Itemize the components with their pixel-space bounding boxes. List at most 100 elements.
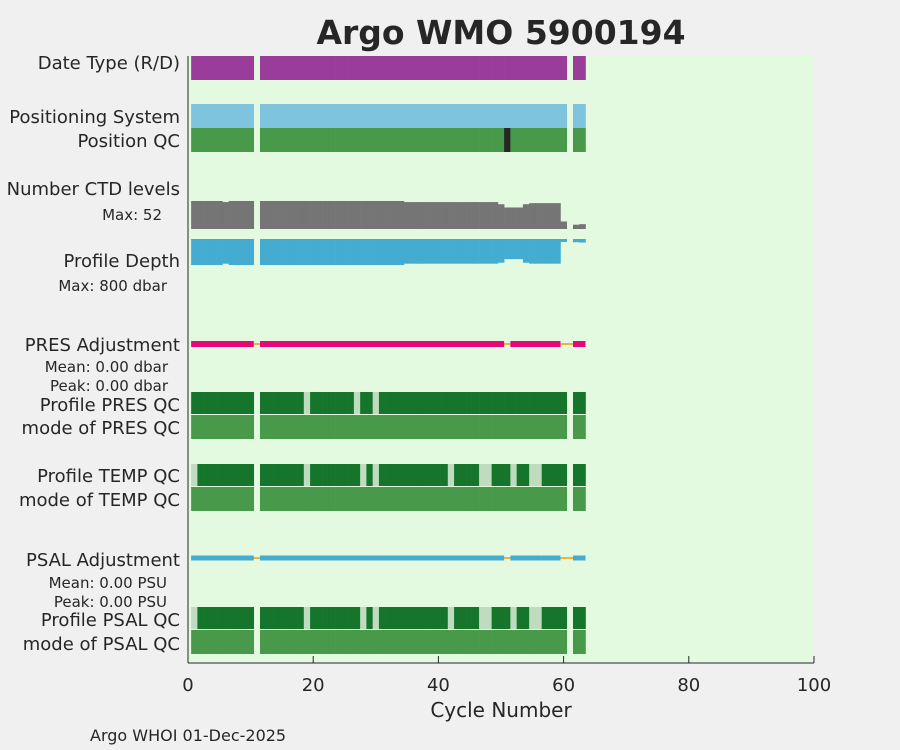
profile-pres-qc-bar-cycle-52 bbox=[510, 392, 517, 414]
profile-temp-qc-bar-cycle-60 bbox=[560, 464, 568, 486]
profile-pres-qc-bar-cycle-60 bbox=[560, 392, 568, 414]
mode-psal-qc-bar-cycle-54 bbox=[522, 630, 530, 654]
ctd-max-text: Max: 52 bbox=[102, 206, 162, 224]
ctd-bar-cycle-52 bbox=[510, 207, 517, 229]
profile-psal-qc-bar-cycle-10 bbox=[247, 607, 255, 629]
date-type-bar-cycle-22 bbox=[322, 56, 330, 80]
profile-psal-qc-bar-cycle-8 bbox=[234, 607, 242, 629]
mode-pres-qc-bar-cycle-44 bbox=[460, 415, 467, 439]
profile-psal-qc-bar-cycle-52 bbox=[510, 607, 517, 629]
mode-pres-qc-bar-cycle-49 bbox=[491, 415, 499, 439]
mode-psal-qc-bar-cycle-19 bbox=[303, 630, 311, 654]
position-qc-bar-cycle-2 bbox=[197, 128, 204, 152]
depth-bar-cycle-55 bbox=[529, 239, 536, 264]
date-type-bar-cycle-12 bbox=[259, 56, 267, 80]
profile-psal-qc-bar-cycle-20 bbox=[310, 607, 317, 629]
label-profile-psal-qc: Profile PSAL QC bbox=[41, 610, 180, 631]
positioning-bar-cycle-58 bbox=[547, 104, 555, 128]
x-tick-label-0: 0 bbox=[182, 675, 193, 696]
mode-temp-qc-bar-cycle-47 bbox=[479, 487, 486, 511]
positioning-bar-cycle-5 bbox=[216, 104, 223, 128]
profile-pres-qc-bar-cycle-18 bbox=[297, 392, 305, 414]
profile-temp-qc-bar-cycle-8 bbox=[234, 464, 242, 486]
pres-peak-text: Peak: 0.00 dbar bbox=[50, 377, 169, 395]
position-qc-bar-cycle-16 bbox=[285, 128, 292, 152]
profile-temp-qc-bar-cycle-55 bbox=[529, 464, 536, 486]
pres-adjustment-segment-1 bbox=[191, 341, 254, 347]
mode-pres-qc-bar-cycle-36 bbox=[410, 415, 417, 439]
ctd-bar-cycle-26 bbox=[347, 201, 355, 229]
ctd-bar-cycle-31 bbox=[378, 201, 386, 229]
mode-temp-qc-bar-cycle-16 bbox=[285, 487, 292, 511]
mode-temp-qc-bar-cycle-29 bbox=[366, 487, 373, 511]
mode-pres-qc-bar-cycle-1 bbox=[191, 415, 198, 439]
profile-temp-qc-bar-cycle-53 bbox=[516, 464, 524, 486]
mode-psal-qc-bar-cycle-8 bbox=[234, 630, 242, 654]
position-qc-bar-cycle-30 bbox=[372, 128, 380, 152]
mode-temp-qc-bar-cycle-23 bbox=[328, 487, 336, 511]
ctd-bar-cycle-38 bbox=[422, 202, 430, 229]
positioning-bar-cycle-55 bbox=[529, 104, 536, 128]
mode-psal-qc-bar-cycle-24 bbox=[335, 630, 342, 654]
mode-psal-qc-bar-cycle-59 bbox=[554, 630, 561, 654]
depth-bar-cycle-20 bbox=[310, 239, 317, 265]
positioning-bar-cycle-40 bbox=[435, 104, 442, 128]
profile-pres-qc-bar-cycle-49 bbox=[491, 392, 499, 414]
date-type-bar-cycle-20 bbox=[310, 56, 317, 80]
mode-temp-qc-bar-cycle-40 bbox=[435, 487, 442, 511]
depth-bar-cycle-26 bbox=[347, 239, 355, 265]
mode-temp-qc-bar-cycle-38 bbox=[422, 487, 430, 511]
ctd-bar-cycle-19 bbox=[303, 201, 311, 229]
mode-temp-qc-bar-cycle-57 bbox=[541, 487, 549, 511]
profile-psal-qc-bar-cycle-26 bbox=[347, 607, 355, 629]
mode-temp-qc-bar-cycle-22 bbox=[322, 487, 330, 511]
profile-pres-qc-bar-cycle-53 bbox=[516, 392, 524, 414]
data-marks bbox=[191, 56, 586, 654]
mode-temp-qc-bar-cycle-56 bbox=[535, 487, 542, 511]
mode-temp-qc-bar-cycle-1 bbox=[191, 487, 198, 511]
position-qc-bar-cycle-36 bbox=[410, 128, 417, 152]
profile-temp-qc-bar-cycle-39 bbox=[429, 464, 436, 486]
mode-temp-qc-bar-cycle-39 bbox=[429, 487, 436, 511]
depth-bar-cycle-30 bbox=[372, 239, 380, 265]
mode-temp-qc-bar-cycle-15 bbox=[278, 487, 286, 511]
mode-psal-qc-bar-cycle-18 bbox=[297, 630, 305, 654]
ctd-bar-cycle-34 bbox=[397, 201, 405, 229]
profile-temp-qc-bar-cycle-13 bbox=[266, 464, 273, 486]
profile-psal-qc-bar-cycle-59 bbox=[554, 607, 561, 629]
ctd-bar-cycle-57 bbox=[541, 203, 549, 229]
mode-temp-qc-bar-cycle-54 bbox=[522, 487, 530, 511]
pres-adjustment-segment-4 bbox=[572, 341, 586, 347]
profile-pres-qc-bar-cycle-48 bbox=[485, 392, 492, 414]
ctd-bar-cycle-63 bbox=[579, 224, 586, 229]
date-type-bar-cycle-60 bbox=[560, 56, 568, 80]
profile-pres-qc-bar-cycle-1 bbox=[191, 392, 198, 414]
mode-psal-qc-bar-cycle-44 bbox=[460, 630, 467, 654]
mode-pres-qc-bar-cycle-42 bbox=[447, 415, 455, 439]
positioning-bar-cycle-63 bbox=[579, 104, 586, 128]
mode-temp-qc-bar-cycle-27 bbox=[353, 487, 361, 511]
mode-psal-qc-bar-cycle-53 bbox=[516, 630, 524, 654]
date-type-bar-cycle-44 bbox=[460, 56, 467, 80]
depth-bar-cycle-52 bbox=[510, 239, 517, 260]
ctd-bar-cycle-28 bbox=[360, 201, 367, 229]
profile-psal-qc-bar-cycle-53 bbox=[516, 607, 524, 629]
depth-bar-cycle-36 bbox=[410, 239, 417, 264]
profile-temp-qc-bar-cycle-9 bbox=[241, 464, 248, 486]
ctd-bar-cycle-54 bbox=[522, 204, 530, 229]
mode-psal-qc-bar-cycle-50 bbox=[497, 630, 505, 654]
depth-bar-cycle-53 bbox=[516, 239, 524, 260]
profile-psal-qc-bar-cycle-16 bbox=[285, 607, 292, 629]
positioning-bar-cycle-62 bbox=[572, 104, 580, 128]
profile-pres-qc-bar-cycle-17 bbox=[291, 392, 298, 414]
mode-pres-qc-bar-cycle-31 bbox=[378, 415, 386, 439]
date-type-bar-cycle-19 bbox=[303, 56, 311, 80]
mode-temp-qc-bar-cycle-58 bbox=[547, 487, 555, 511]
mode-pres-qc-bar-cycle-57 bbox=[541, 415, 549, 439]
mode-pres-qc-bar-cycle-24 bbox=[335, 415, 342, 439]
profile-temp-qc-bar-cycle-58 bbox=[547, 464, 555, 486]
mode-psal-qc-bar-cycle-34 bbox=[397, 630, 405, 654]
mode-temp-qc-bar-cycle-50 bbox=[497, 487, 505, 511]
position-qc-bar-cycle-24 bbox=[335, 128, 342, 152]
position-qc-bar-cycle-60 bbox=[560, 128, 568, 152]
